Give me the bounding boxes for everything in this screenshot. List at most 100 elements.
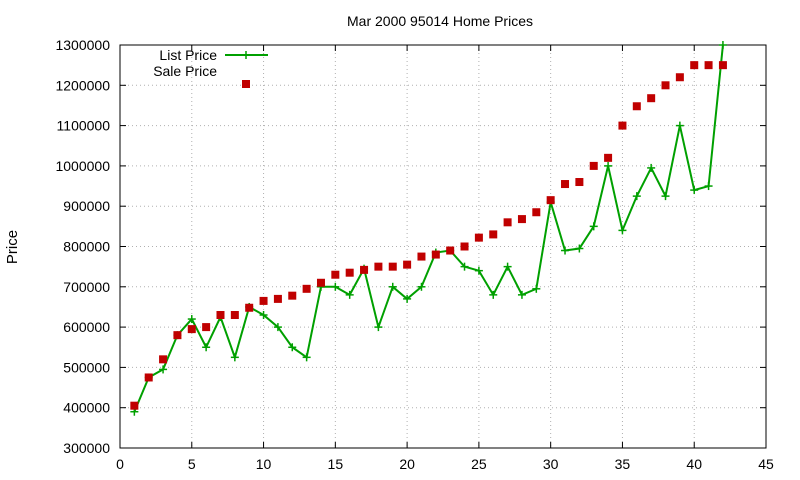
data-point: [403, 260, 412, 269]
data-point: [618, 226, 627, 235]
y-tick-label: 300000: [63, 440, 110, 456]
data-point: [647, 163, 656, 172]
data-point: [690, 61, 699, 70]
data-point: [431, 250, 440, 259]
data-point: [675, 121, 684, 130]
data-point: [159, 355, 168, 364]
data-point: [661, 81, 670, 90]
data-point: [718, 41, 727, 49]
y-tick-label: 900000: [63, 198, 110, 214]
data-point: [187, 315, 196, 324]
data-point: [618, 121, 627, 130]
data-point: [546, 196, 555, 205]
y-tick-label: 400000: [63, 400, 110, 416]
series-sale-price: [130, 61, 727, 410]
data-point: [288, 343, 297, 352]
data-point: [360, 265, 369, 274]
y-tick-label: 800000: [63, 239, 110, 255]
data-point: [245, 303, 254, 312]
y-tick-label: 1300000: [55, 37, 110, 53]
data-point: [159, 365, 168, 374]
data-point: [517, 215, 526, 224]
data-point: [589, 222, 598, 231]
data-point: [417, 252, 426, 261]
y-tick-label: 700000: [63, 279, 110, 295]
x-tick-label: 25: [471, 456, 487, 472]
x-tick-label: 5: [188, 456, 196, 472]
data-point: [273, 323, 282, 332]
data-point: [718, 61, 727, 70]
data-point: [561, 246, 570, 255]
data-point: [202, 343, 211, 352]
data-point: [144, 373, 153, 382]
x-tick-label: 40: [686, 456, 702, 472]
data-point: [704, 61, 713, 70]
data-point: [503, 262, 512, 271]
data-point: [259, 296, 268, 305]
data-point: [302, 353, 311, 362]
data-point: [374, 262, 383, 271]
data-point: [288, 291, 297, 300]
y-axis: 300000 400000 500000 600000 700000 800000 9000…: [55, 37, 766, 456]
data-point: [331, 270, 340, 279]
data-point: [230, 353, 239, 362]
data-point: [345, 290, 354, 299]
data-point: [460, 242, 469, 251]
x-tick-label: 30: [543, 456, 559, 472]
data-point: [230, 311, 239, 320]
y-axis-label: Price: [4, 230, 21, 264]
data-point: [474, 233, 483, 242]
data-point: [532, 284, 541, 293]
data-point: [632, 102, 641, 111]
data-point: [604, 153, 613, 162]
data-point: [331, 282, 340, 291]
y-tick-label: 1000000: [55, 158, 110, 174]
data-point: [316, 278, 325, 287]
data-point: [589, 161, 598, 170]
y-tick-label: 600000: [63, 319, 110, 335]
series-line: [133, 44, 724, 413]
data-point: [704, 182, 713, 191]
series: [130, 41, 727, 416]
legend-label: Sale Price: [153, 63, 217, 79]
legend-marker: [242, 51, 250, 59]
grid: [120, 45, 766, 448]
x-tick-label: 10: [256, 456, 272, 472]
data-point: [446, 246, 455, 255]
chart-title: Mar 2000 95014 Home Prices: [347, 13, 533, 29]
data-point: [259, 311, 268, 320]
data-point: [532, 208, 541, 217]
data-point: [187, 325, 196, 334]
y-tick-label: 500000: [63, 359, 110, 375]
data-point: [604, 161, 613, 170]
data-point: [173, 331, 182, 340]
data-point: [345, 268, 354, 277]
data-point: [503, 218, 512, 227]
data-point: [575, 244, 584, 253]
data-point: [661, 192, 670, 201]
data-point: [474, 266, 483, 275]
legend-label: List Price: [159, 47, 217, 63]
x-tick-label: 0: [116, 456, 124, 472]
data-point: [374, 323, 383, 332]
data-point: [130, 401, 139, 410]
data-point: [690, 186, 699, 195]
series-list-price: [130, 41, 727, 416]
data-point: [216, 311, 225, 320]
legend-marker: [242, 80, 250, 88]
data-point: [575, 178, 584, 187]
data-point: [517, 290, 526, 299]
data-point: [403, 294, 412, 303]
data-point: [561, 180, 570, 189]
data-point: [632, 192, 641, 201]
data-point: [675, 73, 684, 82]
data-point: [202, 323, 211, 332]
data-point: [489, 290, 498, 299]
data-point: [273, 294, 282, 303]
x-tick-label: 45: [758, 456, 774, 472]
data-point: [647, 94, 656, 103]
data-point: [460, 262, 469, 271]
x-tick-label: 35: [615, 456, 631, 472]
